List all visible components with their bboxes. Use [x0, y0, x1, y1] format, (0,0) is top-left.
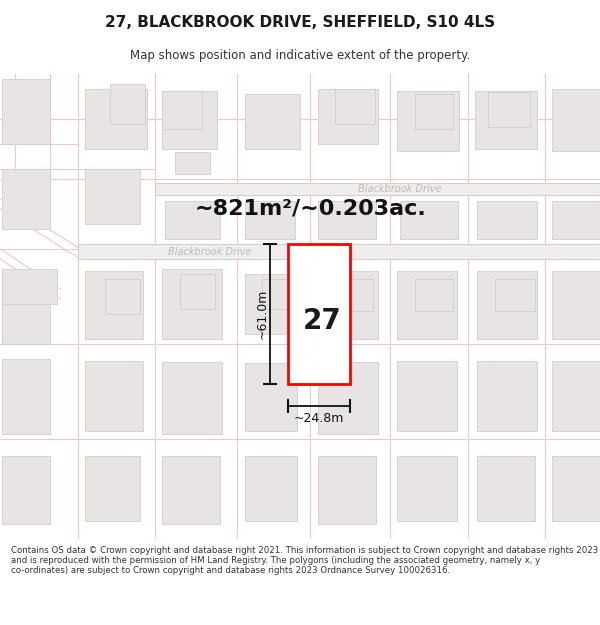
Bar: [2, 169, 50, 229]
Text: ~24.8m: ~24.8m: [294, 412, 344, 425]
Bar: [162, 456, 220, 524]
Bar: [2, 269, 57, 304]
Bar: [110, 84, 145, 124]
Bar: [335, 89, 375, 124]
Bar: [245, 456, 297, 521]
Bar: [477, 456, 535, 521]
Bar: [552, 456, 600, 521]
Bar: [85, 169, 140, 224]
Bar: [165, 201, 220, 239]
Bar: [245, 274, 297, 334]
Bar: [415, 94, 453, 129]
Text: ~821m²/~0.203ac.: ~821m²/~0.203ac.: [195, 199, 427, 219]
Text: 27, BLACKBROOK DRIVE, SHEFFIELD, S10 4LS: 27, BLACKBROOK DRIVE, SHEFFIELD, S10 4LS: [105, 14, 495, 29]
Bar: [552, 89, 600, 151]
Bar: [318, 456, 376, 524]
Bar: [162, 269, 222, 339]
Bar: [318, 89, 378, 144]
Bar: [318, 271, 378, 339]
Bar: [78, 244, 600, 259]
Bar: [288, 244, 350, 384]
Bar: [495, 279, 535, 311]
Bar: [162, 91, 217, 149]
Bar: [477, 271, 537, 339]
Bar: [262, 279, 294, 309]
Bar: [552, 361, 600, 431]
Bar: [85, 361, 143, 431]
Bar: [397, 271, 457, 339]
Bar: [2, 359, 50, 434]
Bar: [338, 279, 373, 311]
Bar: [552, 271, 600, 339]
Bar: [397, 361, 457, 431]
Bar: [162, 91, 202, 129]
Text: Map shows position and indicative extent of the property.: Map shows position and indicative extent…: [130, 49, 470, 62]
Bar: [245, 201, 295, 239]
Bar: [85, 89, 147, 149]
Bar: [105, 279, 140, 314]
Bar: [162, 362, 222, 434]
Text: Blackbrook Drive: Blackbrook Drive: [358, 184, 442, 194]
Bar: [2, 79, 50, 144]
Bar: [85, 271, 143, 339]
Bar: [415, 279, 453, 311]
Bar: [475, 91, 537, 149]
Bar: [245, 362, 297, 431]
Bar: [85, 456, 140, 521]
Bar: [552, 201, 600, 239]
Bar: [400, 201, 458, 239]
Bar: [175, 152, 210, 174]
Bar: [318, 362, 378, 434]
Bar: [2, 274, 50, 344]
Text: 27: 27: [303, 307, 341, 335]
Bar: [245, 94, 300, 149]
Bar: [180, 274, 215, 309]
Text: Contains OS data © Crown copyright and database right 2021. This information is : Contains OS data © Crown copyright and d…: [11, 546, 598, 576]
Polygon shape: [155, 182, 600, 195]
Bar: [477, 361, 537, 431]
Text: Blackbrook Drive: Blackbrook Drive: [168, 247, 252, 257]
Bar: [318, 201, 376, 239]
Bar: [2, 456, 50, 524]
Bar: [477, 201, 537, 239]
Bar: [488, 92, 530, 127]
Text: ~61.0m: ~61.0m: [256, 289, 269, 339]
Bar: [397, 456, 457, 521]
Bar: [397, 91, 459, 151]
